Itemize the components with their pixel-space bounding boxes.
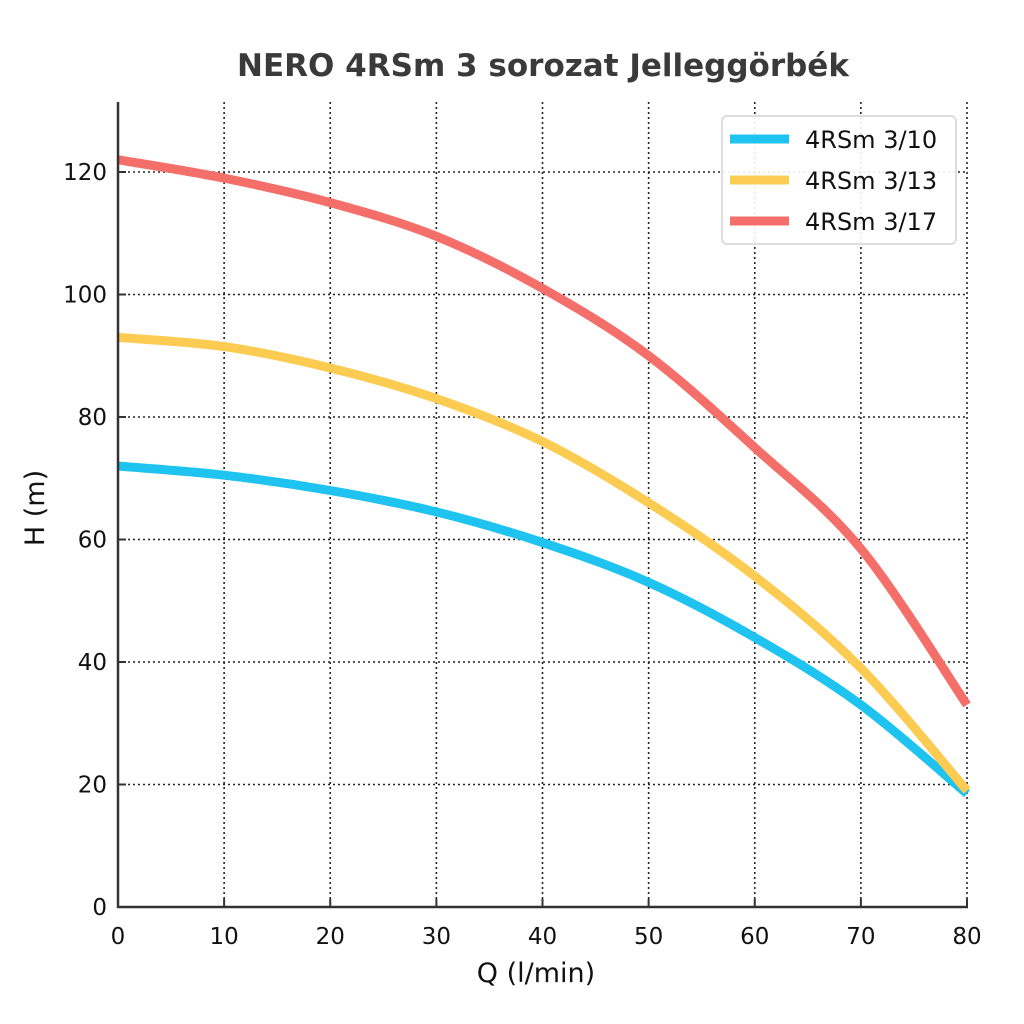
x-tick-labels: 0 10 20 30 40 50 60 70 80 [111,899,982,950]
x-tick-label: 60 [740,924,769,950]
legend: 4RSm 3/10 4RSm 3/13 4RSm 3/17 [721,115,957,245]
legend-box [721,115,957,245]
x-axis-label: Q (l/min) [477,958,595,989]
y-axis-label: H (m) [20,470,51,546]
legend-label: 4RSm 3/17 [805,208,937,236]
series-line-3 [117,155,971,708]
chart-title: NERO 4RSm 3 sorozat Jelleggörbék [237,48,850,84]
series-line-1 [117,461,970,798]
y-tick-label: 20 [78,773,107,799]
series-line-2 [117,332,971,794]
y-tick-labels: 0 20 40 60 80 100 120 [63,160,126,921]
y-tick-label: 0 [92,895,107,921]
y-tick-label: 80 [78,405,107,431]
x-tick-label: 50 [634,924,663,950]
y-tick-label: 60 [78,528,107,554]
x-tick-label: 70 [846,924,875,950]
grid [118,102,968,907]
x-tick-label: 10 [209,924,238,950]
x-tick-label: 80 [952,924,981,950]
y-tick-label: 40 [78,650,107,676]
legend-label: 4RSm 3/13 [805,167,937,195]
x-tick-label: 0 [111,924,126,950]
y-tick-label: 100 [63,283,107,309]
x-tick-label: 30 [422,924,451,950]
x-tick-label: 20 [316,924,345,950]
legend-label: 4RSm 3/10 [805,126,937,154]
x-tick-label: 40 [528,924,557,950]
series-lines [117,155,971,798]
y-tick-label: 120 [63,160,107,186]
